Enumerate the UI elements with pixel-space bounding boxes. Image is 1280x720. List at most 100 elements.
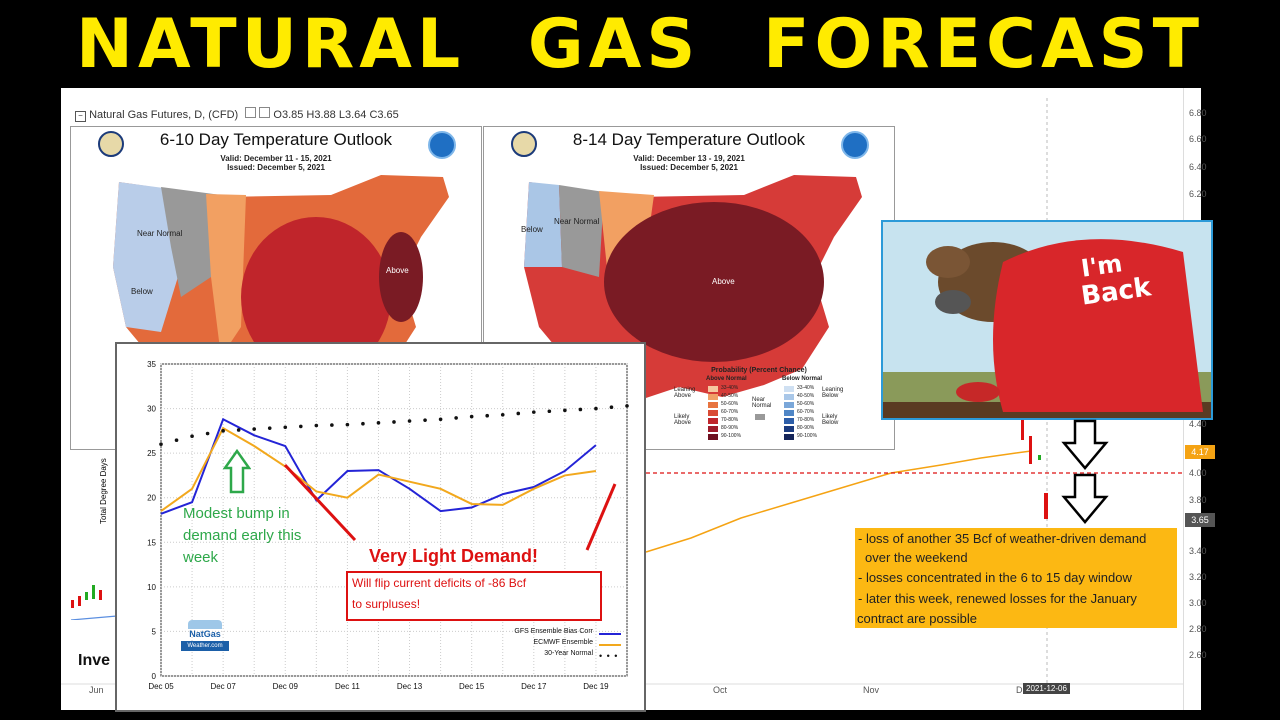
map-region-near [559,185,604,277]
annotation-modest-bump: Modest bump in demand early this week [183,505,302,566]
legend-swatch-row: 90-100% [784,433,828,441]
time-label: Oct [713,685,728,695]
normal-point [454,416,458,420]
normal-point [221,429,225,433]
legend-swatch [784,418,794,424]
y-tick-label: 20 [147,494,156,503]
noaa-logo-icon [428,131,456,159]
collapse-icon[interactable]: − [75,111,86,122]
normal-point [392,420,396,424]
red-arrow-right [585,483,617,551]
time-label: Jun [89,685,104,695]
normal-point [236,428,241,432]
analysis-note: - loss of another 35 Bcf of weather-driv… [855,528,1177,628]
legend-swatch [784,434,794,440]
open-value: O3.85 [273,109,304,121]
legend-swatch-row: 40-50% [708,393,752,401]
x-tick-label: Dec 13 [397,682,423,691]
normal-point [500,413,505,417]
annotation-deficit-box: Will flip current deficits of -86 Bcf to… [346,571,602,621]
normal-point [299,424,303,429]
map-issued: Issued: December 5, 2021 [227,163,325,172]
low-value: L3.64 [338,109,367,121]
legend-bin-label: 40-50% [797,393,815,399]
legend-line-ecmwf [599,644,621,646]
legend-swatch-row: 50-60% [708,401,752,409]
legend-bin-label: 70-80% [721,417,739,423]
price-tick: 6.20 [1189,189,1207,199]
map-label-below: Below [131,287,153,296]
normal-point [190,434,194,439]
legend-likely-below: Likely Below [822,414,839,426]
y-tick-label: 15 [147,538,156,547]
chart-header: − Natural Gas Futures, D, (CFD) O3.85 H3… [75,107,399,122]
eye-icon[interactable] [259,107,271,118]
green-up-arrow-icon [223,448,251,494]
legend-below-title: Below Normal [782,376,823,382]
natgas-weather-logo: NatGas Weather.com [181,620,229,656]
normal-point [361,421,365,426]
map-region-leaning-above [206,194,246,357]
map-valid: Valid: December 11 - 15, 2021 [220,154,332,163]
normal-point [205,431,210,436]
legend-swatch-row: 60-70% [784,409,828,417]
legend-bin-label: 50-60% [797,401,815,407]
legend-swatch [708,402,718,408]
x-tick-label: Dec 15 [459,682,485,691]
legend-swatch-row: 90-100% [708,433,752,441]
legend-swatch-row: 33-40% [784,385,828,393]
legend-swatch [708,418,718,424]
legend-label: GFS Ensemble Bias Corr [514,628,593,635]
map-label-near: Near Normal [137,229,183,238]
banner-title: NATURAL GAS FORECAST [76,5,1204,84]
legend-swatch-row: 40-50% [784,393,828,401]
legend-bin-label: 33-40% [721,385,739,391]
normal-point [578,407,583,412]
normal-point [423,418,427,422]
legend-bin-label: 50-60% [721,401,739,407]
normal-point [330,423,334,427]
price-tick: 4.00 [1189,468,1207,478]
legend-swatch [708,386,718,392]
blue-line [70,615,118,620]
down-arrow-icon [1061,419,1109,470]
noaa-logo-icon [841,131,869,159]
logo-cloud-icon [188,620,222,629]
chart-symbol[interactable]: Natural Gas Futures, D, (CFD) [89,109,239,121]
candle-red [99,590,102,600]
map-label-above: Above [712,277,735,286]
legend-swatch [708,410,718,416]
normal-point [547,409,552,414]
degree-days-plot: 0 5 10 15 20 25 30 35 Dec 05 Dec 07 Dec 09 Dec 11 De… [147,360,629,691]
map-issued: Issued: December 5, 2021 [640,163,738,172]
legend-bin-label: 80-90% [721,425,739,431]
normal-point [174,438,179,443]
normal-point [314,423,319,428]
normal-point [438,417,443,422]
legend-leaning-above: Leaning Above [674,387,696,399]
down-arrow-icon [1061,473,1109,524]
commerce-seal-icon [511,131,537,157]
candle-red [1044,493,1048,519]
legend-swatch-row: 33-40% [708,385,752,393]
map-region-likely-above [241,217,391,377]
legend-swatch [784,402,794,408]
series-line [160,417,597,515]
cursor-date-label: 2021-12-06 [1023,683,1070,694]
legend-label: ECMWF Ensemble [533,639,593,646]
x-tick-label: Dec 11 [335,682,360,691]
normal-point [159,442,163,447]
y-tick-label: 35 [147,360,156,369]
legend-dots-normal: • • • [599,651,619,661]
bear-image: I'm Back [881,220,1213,420]
normal-point [625,404,629,408]
time-label: D [1016,685,1023,695]
price-tick: 3.20 [1189,572,1207,582]
settings-icon[interactable] [245,107,257,118]
current-price-label: 4.17 [1185,445,1215,459]
y-tick-label: 25 [147,449,156,458]
map-label-above: Above [386,266,409,275]
legend-above-swatches: 33-40% 40-50% 50-60% 60-70% 70-80% 80-90% 90-1… [708,385,752,441]
x-tick-label: Dec 17 [521,682,547,691]
legend-swatch [708,426,718,432]
